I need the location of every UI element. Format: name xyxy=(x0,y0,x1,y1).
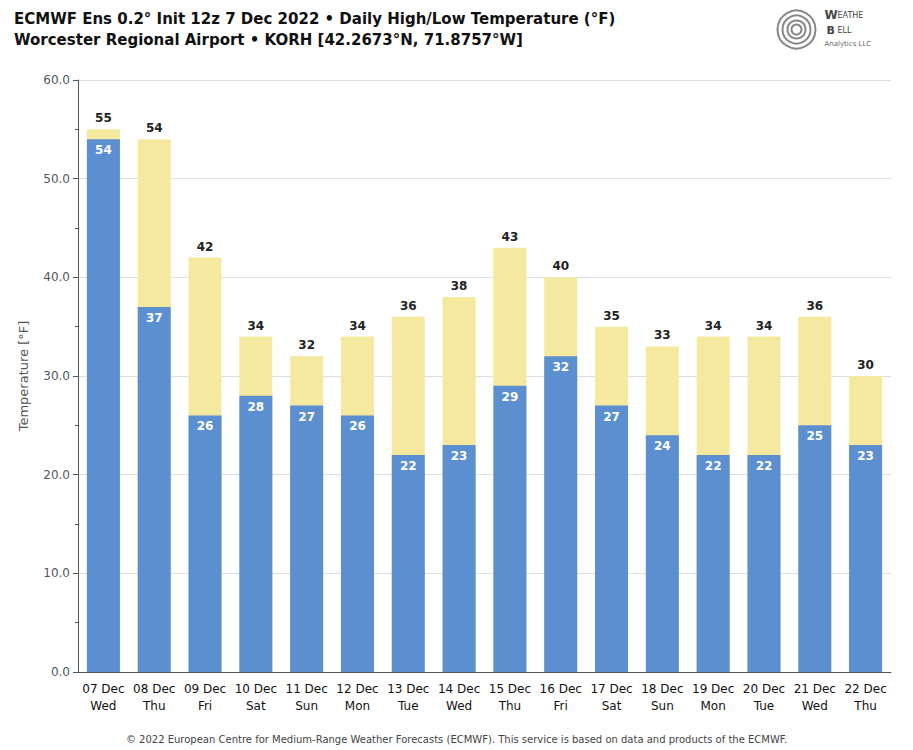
svg-text:17 Dec: 17 Dec xyxy=(590,682,632,696)
svg-text:25: 25 xyxy=(806,429,823,443)
svg-text:36: 36 xyxy=(806,299,823,313)
svg-text:22: 22 xyxy=(400,459,417,473)
svg-text:Mon: Mon xyxy=(345,699,370,713)
svg-text:18 Dec: 18 Dec xyxy=(641,682,683,696)
svg-text:Sat: Sat xyxy=(602,699,622,713)
svg-text:32: 32 xyxy=(552,360,569,374)
svg-text:ELL: ELL xyxy=(838,26,853,35)
svg-text:38: 38 xyxy=(451,279,468,293)
svg-text:30.0: 30.0 xyxy=(43,369,70,383)
svg-text:EATHE: EATHE xyxy=(838,11,864,20)
svg-text:Worcester Regional Airport • K: Worcester Regional Airport • KORH [42.26… xyxy=(14,31,523,49)
svg-text:Wed: Wed xyxy=(446,699,472,713)
svg-text:22: 22 xyxy=(756,459,773,473)
svg-text:07 Dec: 07 Dec xyxy=(82,682,124,696)
svg-text:Temperature [°F]: Temperature [°F] xyxy=(16,321,31,433)
svg-text:16 Dec: 16 Dec xyxy=(540,682,582,696)
svg-text:10.0: 10.0 xyxy=(43,566,70,580)
svg-text:26: 26 xyxy=(349,419,366,433)
svg-text:32: 32 xyxy=(298,338,315,352)
svg-text:27: 27 xyxy=(298,410,315,424)
svg-text:11 Dec: 11 Dec xyxy=(286,682,328,696)
svg-text:26: 26 xyxy=(197,419,214,433)
svg-text:40: 40 xyxy=(552,259,569,273)
svg-text:22 Dec: 22 Dec xyxy=(844,682,886,696)
svg-text:34: 34 xyxy=(756,319,773,333)
svg-text:34: 34 xyxy=(705,319,722,333)
svg-text:55: 55 xyxy=(95,111,112,125)
svg-text:Tue: Tue xyxy=(753,699,775,713)
svg-text:09 Dec: 09 Dec xyxy=(184,682,226,696)
svg-text:33: 33 xyxy=(654,328,671,342)
svg-text:43: 43 xyxy=(502,230,519,244)
svg-text:27: 27 xyxy=(603,410,620,424)
svg-text:ECMWF Ens 0.2° Init 12z 7 Dec: ECMWF Ens 0.2° Init 12z 7 Dec 2022 • Dai… xyxy=(14,10,615,28)
svg-text:08 Dec: 08 Dec xyxy=(133,682,175,696)
svg-text:23: 23 xyxy=(857,449,874,463)
svg-text:Thu: Thu xyxy=(498,699,522,713)
svg-text:54: 54 xyxy=(146,121,163,135)
svg-text:Thu: Thu xyxy=(853,699,877,713)
svg-text:Tue: Tue xyxy=(397,699,419,713)
svg-text:Sun: Sun xyxy=(651,699,674,713)
svg-text:23: 23 xyxy=(451,449,468,463)
svg-text:36: 36 xyxy=(400,299,417,313)
svg-text:B: B xyxy=(827,24,835,37)
svg-text:20 Dec: 20 Dec xyxy=(743,682,785,696)
svg-text:W: W xyxy=(825,8,838,22)
svg-text:60.0: 60.0 xyxy=(43,73,70,87)
svg-text:10 Dec: 10 Dec xyxy=(235,682,277,696)
svg-text:19 Dec: 19 Dec xyxy=(692,682,734,696)
svg-text:40.0: 40.0 xyxy=(43,270,70,284)
svg-text:34: 34 xyxy=(247,319,264,333)
svg-text:24: 24 xyxy=(654,439,671,453)
svg-text:Fri: Fri xyxy=(554,699,568,713)
svg-text:12 Dec: 12 Dec xyxy=(336,682,378,696)
svg-text:Mon: Mon xyxy=(701,699,726,713)
svg-text:Sat: Sat xyxy=(246,699,266,713)
svg-text:Analytics LLC: Analytics LLC xyxy=(825,40,872,48)
svg-text:13 Dec: 13 Dec xyxy=(387,682,429,696)
svg-text:29: 29 xyxy=(502,390,519,404)
svg-text:22: 22 xyxy=(705,459,722,473)
svg-text:34: 34 xyxy=(349,319,366,333)
svg-text:Wed: Wed xyxy=(90,699,116,713)
svg-text:28: 28 xyxy=(247,400,264,414)
svg-text:42: 42 xyxy=(197,240,214,254)
svg-text:15 Dec: 15 Dec xyxy=(489,682,531,696)
svg-text:© 2022 European Centre for Med: © 2022 European Centre for Medium-Range … xyxy=(126,734,787,745)
svg-text:21 Dec: 21 Dec xyxy=(794,682,836,696)
svg-text:20.0: 20.0 xyxy=(43,468,70,482)
svg-text:Fri: Fri xyxy=(198,699,212,713)
svg-text:0.0: 0.0 xyxy=(51,665,70,679)
svg-text:50.0: 50.0 xyxy=(43,172,70,186)
svg-text:Sun: Sun xyxy=(295,699,318,713)
svg-text:54: 54 xyxy=(95,143,112,157)
svg-text:Wed: Wed xyxy=(802,699,828,713)
svg-text:30: 30 xyxy=(857,358,874,372)
svg-text:37: 37 xyxy=(146,311,163,325)
svg-text:14 Dec: 14 Dec xyxy=(438,682,480,696)
svg-text:35: 35 xyxy=(603,309,620,323)
svg-text:Thu: Thu xyxy=(142,699,166,713)
